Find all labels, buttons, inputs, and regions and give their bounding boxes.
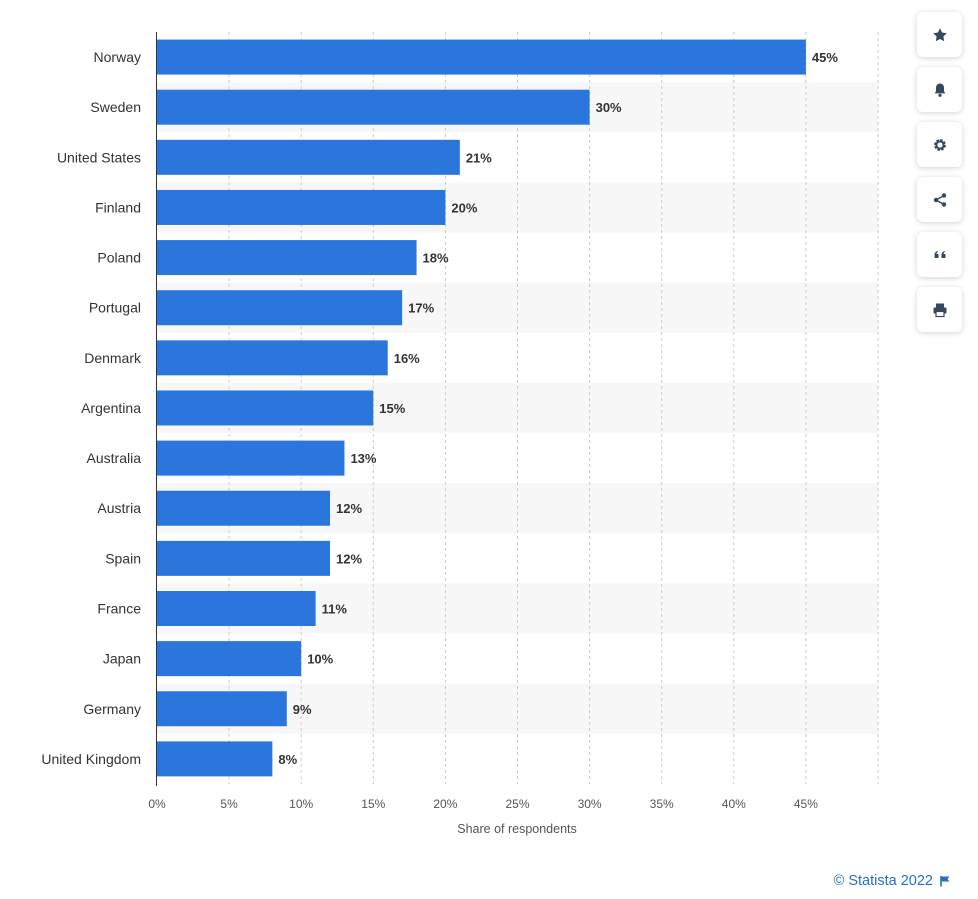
category-label: Japan (103, 651, 141, 667)
bar-argentina[interactable] (157, 390, 374, 426)
x-tick-label: 35% (650, 797, 674, 811)
x-tick-label: 25% (505, 797, 529, 811)
x-tick-label: 40% (722, 797, 746, 811)
value-label: 15% (379, 401, 405, 416)
category-labels: Norway Sweden United States Finland Poland Po… (41, 49, 142, 767)
bar-united-kingdom[interactable] (157, 741, 273, 777)
bar-spain[interactable] (157, 540, 331, 576)
category-label: Germany (83, 701, 141, 717)
x-axis-title: Share of respondents (457, 822, 577, 836)
chart-toolbar (917, 12, 962, 342)
bar-denmark[interactable] (157, 340, 388, 376)
value-label: 12% (336, 551, 362, 566)
cite-button[interactable] (917, 232, 962, 277)
x-tick-label: 10% (289, 797, 313, 811)
category-label: France (97, 600, 141, 616)
bar-germany[interactable] (157, 691, 287, 727)
x-tick-label: 15% (361, 797, 385, 811)
category-label: United States (57, 149, 141, 165)
category-label: Australia (87, 450, 142, 466)
bar-norway[interactable] (157, 39, 806, 75)
category-label: United Kingdom (41, 751, 141, 767)
print-icon (933, 303, 946, 317)
x-tick-label: 20% (433, 797, 457, 811)
value-label: 17% (408, 301, 434, 316)
x-tick-label: 5% (220, 797, 238, 811)
value-label: 18% (423, 251, 449, 266)
notification-button[interactable] (917, 67, 962, 112)
print-button[interactable] (917, 287, 962, 332)
bar-france[interactable] (157, 590, 316, 626)
bar-austria[interactable] (157, 490, 331, 526)
value-labels: 45% 30% 21% 20% 18% 17% 16% 15% 13% 12% 12% 11% 10% 9… (278, 50, 838, 767)
bar-finland[interactable] (157, 189, 446, 225)
statista-credit[interactable]: © Statista 2022 (834, 873, 951, 889)
bar-poland[interactable] (157, 240, 417, 276)
category-label: Sweden (90, 99, 141, 115)
value-label: 45% (812, 50, 838, 65)
settings-button[interactable] (917, 122, 962, 167)
star-icon (932, 27, 947, 41)
category-label: Argentina (81, 400, 141, 416)
share-icon (933, 192, 946, 207)
quote-icon (934, 250, 945, 258)
value-label: 12% (336, 501, 362, 516)
value-label: 11% (322, 601, 348, 616)
value-label: 10% (307, 652, 333, 667)
value-label: 13% (350, 451, 376, 466)
credit-text: © Statista 2022 (833, 873, 933, 889)
category-label: Poland (97, 250, 141, 266)
bar-japan[interactable] (157, 641, 302, 677)
category-label: Denmark (84, 350, 142, 366)
bar-australia[interactable] (157, 440, 345, 476)
x-tick-label: 45% (794, 797, 818, 811)
star-button[interactable] (917, 12, 962, 57)
x-tick-labels: 0% 5% 10% 15% 20% 25% 30% 35% 40% 45% (148, 797, 818, 811)
bar-portugal[interactable] (157, 290, 403, 326)
bar-sweden[interactable] (157, 89, 590, 125)
x-tick-label: 30% (578, 797, 602, 811)
value-label: 8% (278, 752, 297, 767)
category-label: Spain (105, 550, 141, 566)
value-label: 30% (596, 100, 622, 115)
value-label: 16% (394, 351, 420, 366)
category-label: Portugal (89, 300, 141, 316)
x-tick-label: 0% (148, 797, 166, 811)
bar-united-states[interactable] (157, 139, 460, 175)
value-label: 20% (451, 200, 477, 215)
share-button[interactable] (917, 177, 962, 222)
flag-icon (939, 875, 951, 887)
category-label: Norway (94, 49, 141, 65)
gear-icon (933, 138, 946, 151)
category-label: Austria (97, 500, 141, 516)
bars (157, 39, 806, 777)
category-label: Finland (95, 199, 141, 215)
value-label: 21% (466, 150, 492, 165)
value-label: 9% (293, 702, 312, 717)
bell-icon (934, 83, 945, 97)
